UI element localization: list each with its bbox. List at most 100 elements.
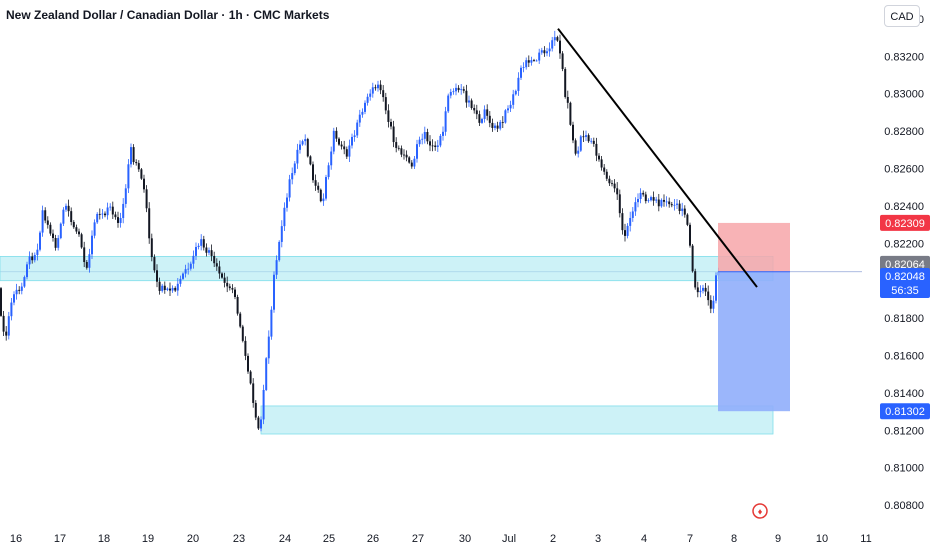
candle-body	[665, 201, 668, 203]
candle-body	[551, 40, 554, 49]
stop-loss-zone[interactable]	[718, 222, 790, 272]
candle-body	[114, 214, 117, 218]
candle-body	[275, 260, 278, 275]
currency-button[interactable]: CAD	[884, 5, 920, 27]
candle-body	[270, 309, 273, 337]
x-tick-label: 10	[816, 533, 828, 545]
candle-body	[150, 238, 153, 258]
candle-body	[145, 189, 148, 209]
candle-body	[171, 287, 174, 291]
support-zone[interactable]	[260, 405, 774, 435]
candle-body	[413, 158, 416, 167]
candle-body	[444, 111, 447, 132]
candle-body	[197, 245, 200, 247]
candle-body	[309, 156, 312, 165]
chart-title: New Zealand Dollar / Canadian Dollar · 1…	[6, 8, 330, 22]
candle-body	[462, 89, 465, 91]
candle-body	[189, 263, 192, 269]
candle-body	[699, 290, 702, 293]
candle-body	[512, 94, 515, 105]
candle-body	[408, 157, 411, 163]
x-tick-label: 23	[233, 533, 245, 545]
candle-body	[296, 149, 299, 164]
candle-body	[31, 256, 34, 261]
candle-body	[33, 254, 36, 261]
candle-body	[46, 220, 49, 225]
candle-body	[569, 102, 572, 125]
candle-body	[182, 273, 184, 279]
candle-body	[603, 167, 606, 172]
candle-body	[704, 287, 707, 292]
candle-body	[538, 52, 541, 61]
candle-body	[10, 302, 13, 317]
candle-body	[392, 126, 395, 143]
time-axis: 16 17 18 19 20 23 24 25 26 27 30 Jul 2 3 4 7 8 9 10 11	[10, 533, 872, 545]
candle-body	[520, 67, 522, 78]
candle-body	[390, 121, 392, 127]
take-profit-zone[interactable]	[718, 271, 790, 412]
candle-body	[96, 213, 99, 223]
candle-body	[26, 264, 28, 278]
candle-body	[109, 206, 112, 208]
candle-body	[106, 207, 109, 216]
stop-price-label: 0.82309	[880, 214, 930, 231]
candle-body	[28, 256, 31, 265]
candle-body	[400, 148, 403, 155]
candle-body	[491, 122, 494, 128]
candle-body	[195, 246, 197, 256]
candle-body	[423, 131, 426, 139]
reference-price-label-bg	[880, 255, 930, 272]
candle-body	[540, 50, 543, 53]
candle-body	[431, 145, 434, 147]
candle-body	[452, 91, 455, 93]
candle-body	[44, 210, 47, 221]
candle-body	[600, 159, 603, 168]
candle-body	[595, 143, 598, 156]
candle-body	[338, 138, 340, 145]
candle-body	[525, 60, 528, 68]
candle-body	[712, 300, 715, 309]
candle-body	[122, 203, 125, 219]
candle-body	[72, 221, 75, 228]
candle-body	[618, 194, 621, 214]
candle-body	[262, 389, 265, 420]
candle-body	[244, 340, 247, 356]
candle-body	[655, 199, 658, 201]
candle-body	[616, 188, 619, 195]
candle-body	[486, 109, 489, 116]
candle-body	[377, 84, 379, 89]
candle-body	[395, 142, 398, 148]
candle-body	[426, 131, 429, 142]
candle-body	[598, 155, 600, 160]
candle-body	[210, 250, 213, 256]
canada-flag-icon[interactable]	[752, 503, 768, 519]
candle-body	[673, 204, 676, 206]
candle-body	[267, 336, 270, 359]
candle-body	[280, 226, 283, 242]
candle-body	[559, 40, 561, 54]
last-price-label: 0.82048 56:35	[880, 268, 930, 299]
candle-body	[351, 136, 353, 146]
candle-body	[608, 178, 611, 184]
candle-body	[301, 141, 304, 145]
candle-body	[54, 237, 57, 248]
candle-body	[0, 288, 2, 316]
candle-body	[41, 210, 44, 233]
candle-body	[215, 263, 218, 267]
candle-body	[67, 205, 70, 212]
candle-body	[473, 107, 476, 111]
trendline[interactable]	[557, 28, 758, 288]
support-zone[interactable]	[0, 255, 774, 282]
x-tick-label: 27	[412, 533, 424, 545]
candle-body	[696, 287, 699, 293]
candle-body	[504, 110, 507, 123]
candle-body	[631, 211, 634, 218]
candle-body	[455, 87, 457, 92]
candle-body	[241, 326, 244, 341]
candle-body	[382, 90, 385, 98]
candle-body	[163, 285, 166, 290]
candle-body	[247, 355, 249, 372]
zone-layer	[0, 255, 774, 435]
